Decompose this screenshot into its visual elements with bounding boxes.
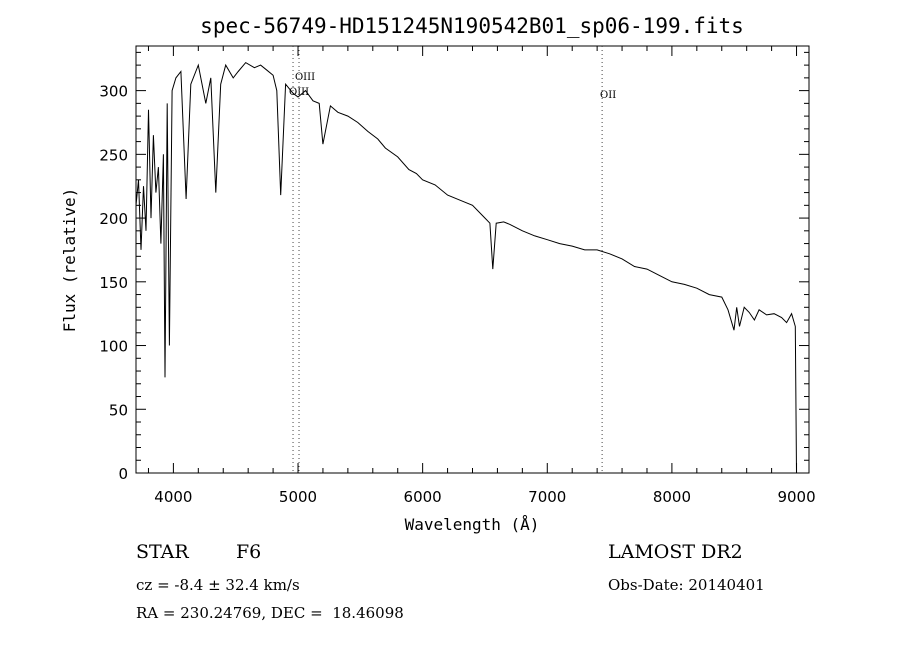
y-tick-label: 300 [99, 83, 128, 101]
spectral-subclass: F6 [236, 541, 262, 563]
x-tick-label: 8000 [653, 488, 691, 506]
spectrum-series [135, 61, 797, 474]
sky-coordinates: RA = 230.24769, DEC = 18.46098 [136, 604, 404, 622]
chart-title: spec-56749-HD151245N190542B01_sp06-199.f… [200, 14, 744, 38]
x-axis-label: Wavelength (Å) [405, 515, 540, 534]
survey-name: LAMOST DR2 [608, 541, 743, 563]
y-axis-label: Flux (relative) [60, 188, 79, 333]
y-tick-label: 100 [99, 338, 128, 356]
x-axis: 4000 5000 6000 7000 8000 9000 [147, 46, 816, 506]
line-marker-label: OII [600, 90, 616, 101]
object-type: STAR [136, 541, 189, 563]
radial-velocity: cz = -8.4 ± 32.4 km/s [136, 576, 300, 594]
y-axis: 0 50 100 150 200 250 300 [99, 51, 809, 483]
y-tick-label: 250 [99, 146, 128, 164]
spectrum-line [135, 61, 797, 474]
x-tick-label: 7000 [528, 488, 566, 506]
y-tick-label: 50 [109, 401, 128, 419]
y-tick-label: 200 [99, 210, 128, 228]
x-tick-label: 4000 [154, 488, 192, 506]
x-tick-label: 9000 [777, 488, 815, 506]
y-tick-label: 0 [118, 465, 128, 483]
x-tick-label: 6000 [404, 488, 442, 506]
observation-date: Obs-Date: 20140401 [608, 576, 765, 594]
y-tick-label: 150 [99, 274, 128, 292]
plot-frame [135, 45, 810, 474]
line-marker-label: OIII [289, 87, 309, 98]
x-tick-label: 5000 [279, 488, 317, 506]
line-markers: OIII OIII OII [289, 46, 616, 473]
line-marker-label: OIII [295, 72, 315, 83]
